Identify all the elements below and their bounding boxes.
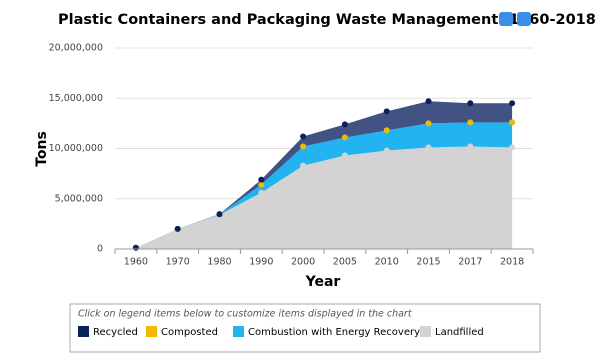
legend-swatch[interactable] — [146, 326, 157, 337]
x-tick-label: 1980 — [207, 257, 231, 268]
marker — [341, 121, 348, 128]
area — [135, 101, 513, 248]
area — [135, 122, 513, 248]
legend: Recycled Composted Combustion with Energy … — [78, 326, 484, 338]
marker — [258, 189, 265, 196]
x-tick-label: 2010 — [375, 257, 399, 268]
marker — [216, 211, 223, 218]
marker — [467, 100, 474, 107]
x-axis-title: Year — [305, 274, 341, 290]
x-tick-label: 2015 — [416, 257, 440, 268]
area — [135, 146, 513, 249]
legend-caption: Click on legend items below to customize… — [78, 309, 413, 320]
marker — [467, 119, 474, 126]
marker — [174, 225, 181, 232]
x-tick-label: 1970 — [166, 257, 190, 268]
marker — [383, 108, 390, 115]
x-tick-label: 2018 — [500, 257, 524, 268]
plot-area — [115, 47, 533, 251]
legend-swatch[interactable] — [78, 326, 89, 337]
marker — [300, 143, 307, 150]
marker — [341, 152, 348, 159]
legend-swatch[interactable] — [233, 326, 244, 337]
marker — [425, 120, 432, 127]
marker — [425, 98, 432, 105]
marker — [425, 144, 432, 151]
x-tick-label: 2017 — [458, 257, 482, 268]
legend-swatch[interactable] — [420, 326, 431, 337]
legend-label[interactable]: Landfilled — [435, 327, 484, 338]
marker — [132, 244, 139, 251]
legend-label[interactable]: Composted — [161, 327, 218, 338]
y-tick-label: 15,000,000 — [49, 93, 103, 104]
y-tick-label: 10,000,000 — [49, 143, 103, 154]
marker — [509, 119, 516, 126]
marker — [258, 176, 265, 183]
y-axis-title: Tons — [34, 131, 50, 167]
marker — [300, 162, 307, 169]
x-tick-label: 1960 — [124, 257, 148, 268]
marker — [383, 147, 390, 154]
legend-label[interactable]: Recycled — [93, 327, 138, 338]
marker — [467, 143, 474, 150]
chart-title: Plastic Containers and Packaging Waste M… — [58, 12, 596, 28]
print-button[interactable] — [499, 12, 513, 26]
x-tick-label: 2005 — [333, 257, 357, 268]
x-tick-label: 2000 — [291, 257, 315, 268]
legend-label[interactable]: Combustion with Energy Recovery — [248, 327, 420, 338]
download-button[interactable] — [517, 12, 531, 26]
marker — [509, 100, 516, 107]
y-tick-label: 20,000,000 — [49, 43, 103, 54]
marker — [383, 127, 390, 134]
marker — [341, 134, 348, 141]
marker — [300, 133, 307, 140]
marker — [509, 144, 516, 151]
y-tick-label: 0 — [97, 244, 103, 255]
marker — [258, 181, 265, 188]
y-tick-label: 5,000,000 — [55, 193, 103, 204]
x-tick-label: 1990 — [249, 257, 273, 268]
